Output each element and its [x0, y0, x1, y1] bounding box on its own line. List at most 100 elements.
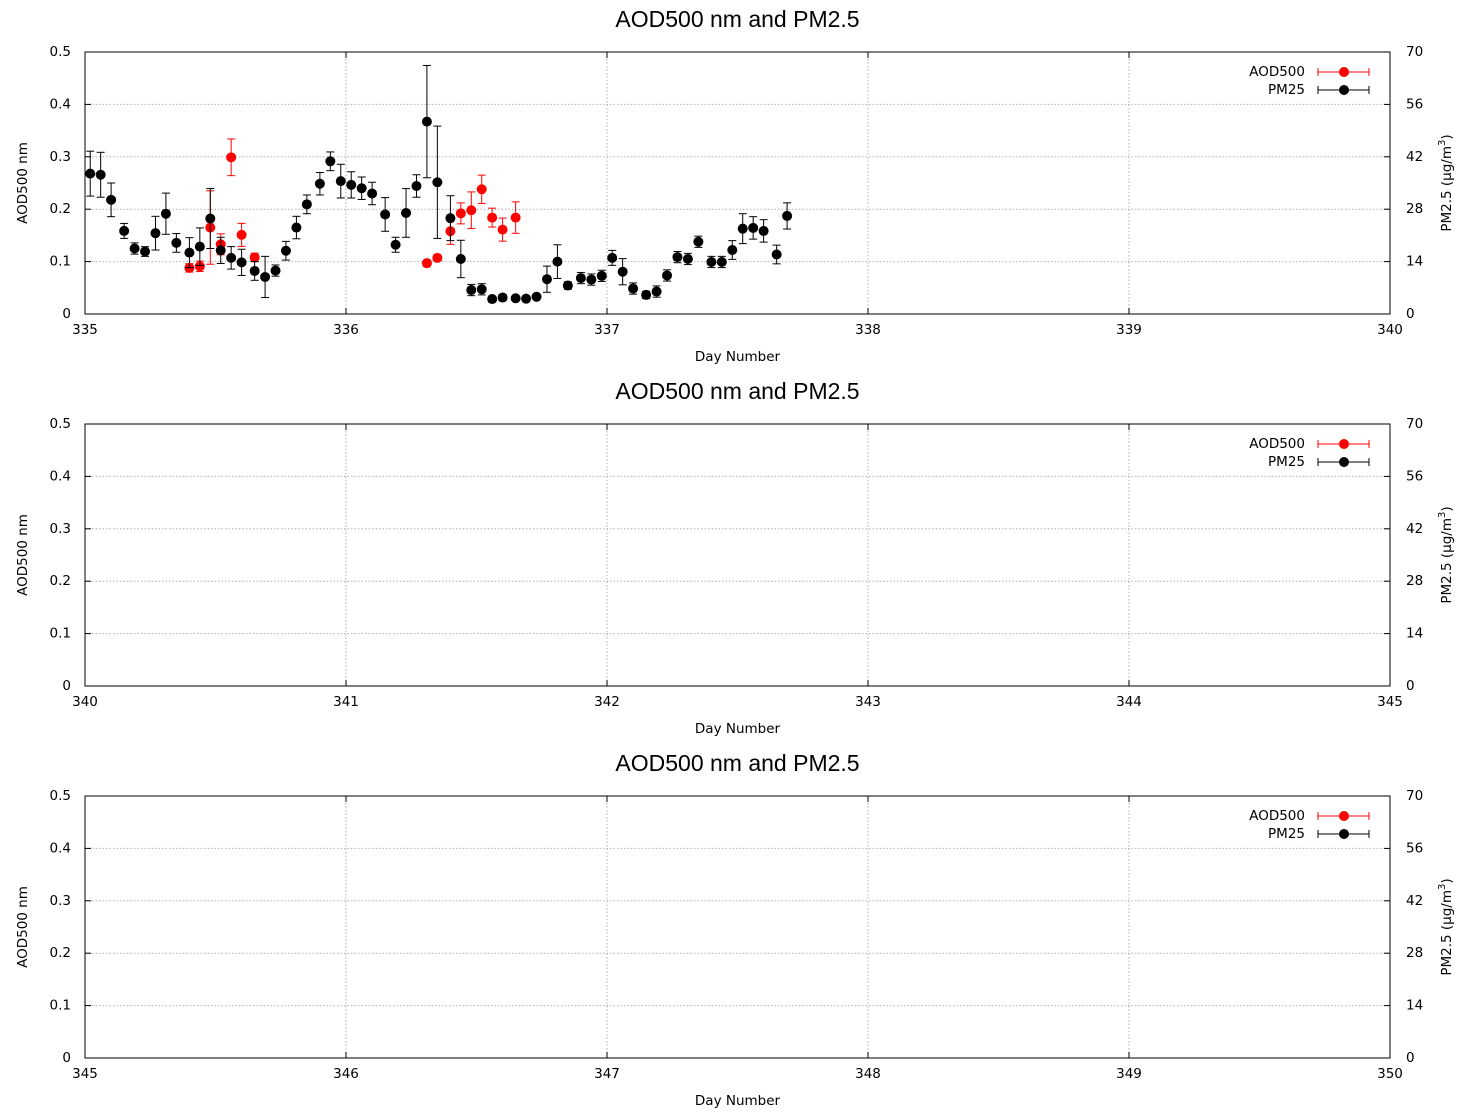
y-tick-label: 0.4 — [50, 468, 71, 484]
y2-tick-label: 14 — [1406, 254, 1423, 270]
data-point — [628, 283, 639, 294]
y-tick-label: 0.3 — [50, 521, 71, 537]
data-point — [194, 241, 205, 252]
data-point — [380, 209, 391, 220]
data-point — [432, 177, 443, 188]
data-point — [140, 246, 151, 257]
x-tick-label: 336 — [333, 322, 359, 338]
data-point — [552, 256, 563, 267]
x-tick-label: 346 — [333, 1066, 359, 1082]
data-point — [335, 176, 346, 187]
data-point — [184, 247, 195, 258]
data-point — [758, 225, 769, 236]
x-tick-label: 341 — [333, 694, 359, 710]
y2-axis-label-main: PM2.5 (μg/m — [1439, 146, 1455, 232]
legend-marker — [1339, 811, 1349, 821]
chart-title: AOD500 nm and PM2.5 — [615, 750, 859, 776]
y2-tick-label: 28 — [1406, 573, 1423, 589]
data-point — [260, 271, 271, 282]
x-tick-label: 345 — [1377, 694, 1403, 710]
y2-tick-label: 14 — [1406, 998, 1423, 1014]
data-point — [445, 213, 456, 224]
y2-axis-label-tail: ) — [1439, 506, 1455, 511]
y2-tick-label: 70 — [1406, 416, 1423, 432]
data-point — [497, 224, 508, 235]
data-point — [510, 293, 521, 304]
data-point — [455, 253, 466, 264]
data-point — [160, 208, 171, 219]
plot-frame — [84, 51, 1391, 315]
chart-panel-1: AOD500 nm and PM2.5 335 336 337 338 339 340 0 0.… — [0, 0, 1463, 372]
data-point — [390, 239, 401, 250]
y2-axis-label-tail: ) — [1439, 134, 1455, 139]
data-point — [706, 256, 717, 267]
y-tick-label: 0 — [62, 678, 71, 694]
data-point — [301, 199, 312, 210]
y2-tick-label: 42 — [1406, 893, 1423, 909]
legend-label: AOD500 — [1249, 436, 1305, 452]
y-tick-label: 0.5 — [50, 788, 71, 804]
data-point — [641, 289, 652, 300]
data-point — [106, 194, 117, 205]
data-point — [531, 291, 542, 302]
legend-marker — [1339, 85, 1349, 95]
data-point — [575, 273, 586, 284]
x-tick-label: 345 — [72, 1066, 98, 1082]
data-point — [421, 116, 432, 127]
y2-tick-label: 56 — [1406, 468, 1423, 484]
y-tick-label: 0.3 — [50, 893, 71, 909]
legend-marker — [1339, 67, 1349, 77]
data-point — [119, 225, 130, 236]
data-point — [421, 258, 432, 269]
y-axis-label: AOD500 nm — [15, 886, 31, 968]
data-point — [226, 152, 237, 163]
x-tick-label: 338 — [855, 322, 881, 338]
data-point — [291, 222, 302, 233]
y2-tick-label: 42 — [1406, 149, 1423, 165]
legend-label: AOD500 — [1249, 64, 1305, 80]
y2-tick-label: 0 — [1406, 678, 1415, 694]
data-point — [487, 212, 498, 223]
data-point — [270, 265, 281, 276]
y2-axis-label-tail: ) — [1439, 878, 1455, 883]
y2-axis-label-superscript: 3 — [1437, 512, 1448, 518]
chart-panel-3: AOD500 nm and PM2.5 345 346 347 348 349 350 0 0.… — [0, 744, 1463, 1116]
x-tick-label: 343 — [855, 694, 881, 710]
series-aod500 — [184, 138, 521, 273]
plot-frame — [84, 795, 1391, 1059]
y-tick-label: 0.1 — [50, 998, 71, 1014]
data-point — [432, 252, 443, 263]
y2-tick-label: 28 — [1406, 201, 1423, 217]
x-tick-label: 340 — [72, 694, 98, 710]
y-tick-label: 0.1 — [50, 626, 71, 642]
y-tick-label: 0.4 — [50, 840, 71, 856]
data-point — [226, 252, 237, 263]
data-point — [249, 252, 260, 263]
x-tick-label: 347 — [594, 1066, 620, 1082]
y-tick-label: 0.5 — [50, 44, 71, 60]
y2-tick-label: 28 — [1406, 945, 1423, 961]
x-axis-label: Day Number — [695, 1093, 781, 1109]
y-axis-label: AOD500 nm — [15, 142, 31, 224]
y2-axis-label-main: PM2.5 (μg/m — [1439, 518, 1455, 604]
legend-marker — [1339, 439, 1349, 449]
data-point — [510, 212, 521, 223]
y-tick-label: 0.3 — [50, 149, 71, 165]
y2-tick-label: 42 — [1406, 521, 1423, 537]
y2-tick-label: 56 — [1406, 96, 1423, 112]
y2-tick-label: 0 — [1406, 306, 1415, 322]
y2-axis-label: PM2.5 (μg/m3) — [1437, 878, 1455, 975]
data-point — [411, 180, 422, 191]
data-point — [727, 244, 738, 255]
data-point — [205, 213, 216, 224]
legend-marker — [1339, 829, 1349, 839]
chart-panel-2: AOD500 nm and PM2.5 340 341 342 343 344 345 0 0.… — [0, 372, 1463, 744]
data-point — [596, 270, 607, 281]
y2-tick-label: 70 — [1406, 44, 1423, 60]
data-point — [737, 223, 748, 234]
x-axis-label: Day Number — [695, 721, 781, 737]
data-point — [346, 179, 357, 190]
data-point — [521, 293, 532, 304]
data-point — [171, 237, 182, 248]
